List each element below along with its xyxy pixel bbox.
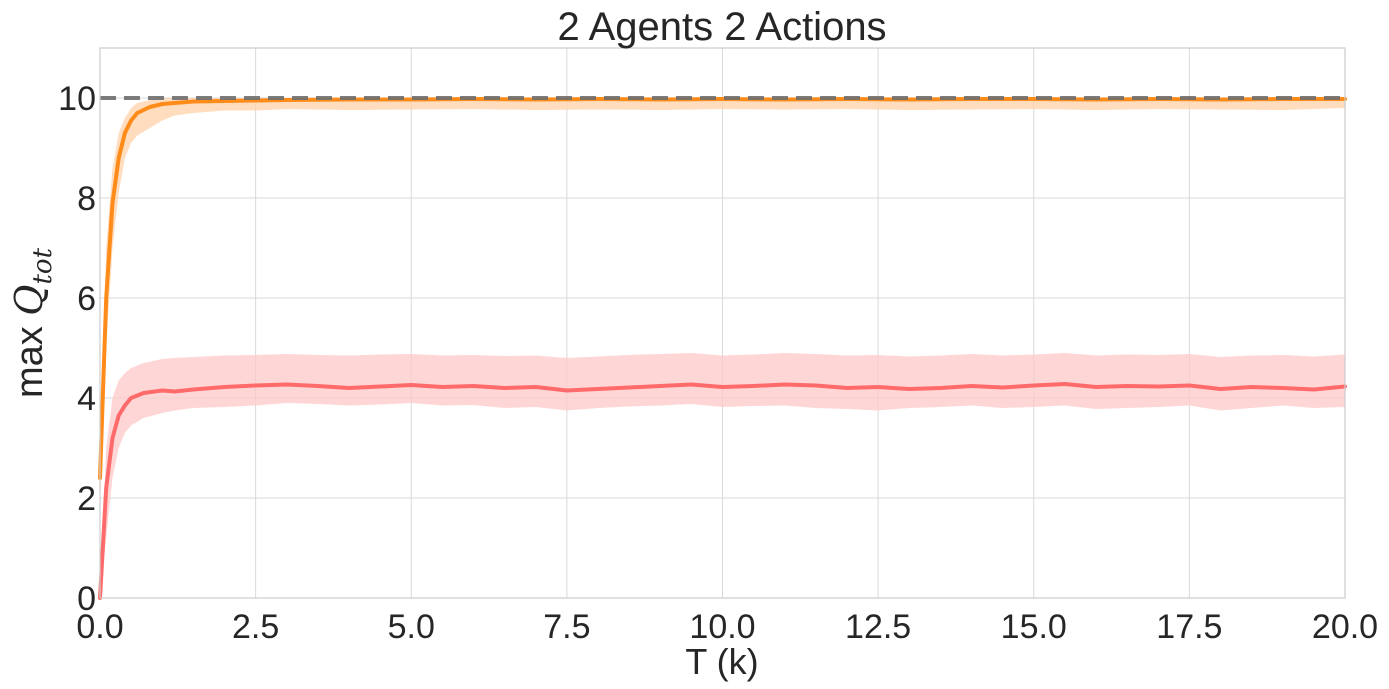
x-tick-label-1: 2.5 bbox=[232, 608, 279, 646]
series-1-band bbox=[100, 353, 1345, 598]
y-axis-label-subscript: tot bbox=[28, 247, 58, 284]
x-tick-label-8: 20.0 bbox=[1312, 608, 1378, 646]
x-axis-label: T (k) bbox=[685, 641, 758, 682]
x-tick-label-2: 5.0 bbox=[388, 608, 435, 646]
y-tick-label-1: 2 bbox=[77, 480, 96, 518]
x-tick-label-4: 10.0 bbox=[689, 608, 755, 646]
axes-frame bbox=[99, 47, 1346, 599]
y-axis-label: max Qtot bbox=[7, 247, 58, 398]
tick-labels: 0.0 2.5 5.0 7.5 10.0 12.5 15.0 17.5 20.0 0 2 4 6 8 10 bbox=[58, 80, 1378, 646]
plot-frame bbox=[99, 47, 1346, 599]
series-lines bbox=[98, 96, 1347, 600]
x-tick-label-0: 0.0 bbox=[76, 608, 123, 646]
confidence-bands bbox=[100, 98, 1345, 598]
x-tick-label-6: 15.0 bbox=[1001, 608, 1067, 646]
series-1-line bbox=[98, 382, 1347, 600]
x-tick-label-3: 7.5 bbox=[543, 608, 590, 646]
y-tick-label-3: 6 bbox=[77, 280, 96, 318]
grid-lines bbox=[99, 48, 1346, 599]
y-tick-label-5: 10 bbox=[58, 80, 96, 118]
x-tick-label-7: 17.5 bbox=[1156, 608, 1222, 646]
y-tick-label-2: 4 bbox=[77, 380, 96, 418]
y-tick-label-0: 0 bbox=[77, 580, 96, 618]
chart-title: 2 Agents 2 Actions bbox=[557, 5, 886, 49]
series-0-line bbox=[98, 97, 1347, 480]
y-axis-label-prefix: max bbox=[9, 316, 51, 398]
x-tick-label-5: 12.5 bbox=[845, 608, 911, 646]
y-axis-label-q: Q bbox=[7, 285, 51, 316]
y-tick-label-4: 8 bbox=[77, 180, 96, 218]
